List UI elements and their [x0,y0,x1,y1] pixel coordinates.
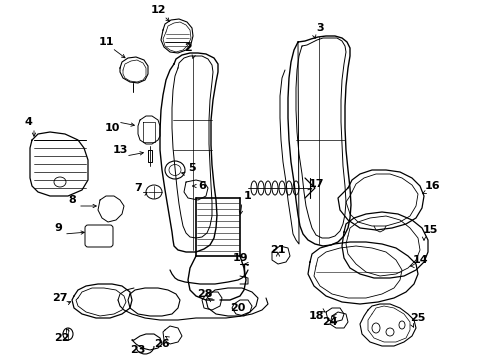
Text: 27: 27 [52,293,68,303]
Text: 23: 23 [130,345,145,355]
Text: 11: 11 [98,37,114,47]
Text: 13: 13 [112,145,127,155]
Text: 20: 20 [230,303,245,313]
Text: 6: 6 [198,181,205,191]
Text: 10: 10 [104,123,120,133]
Text: 16: 16 [423,181,439,191]
Text: 12: 12 [150,5,165,15]
Text: 25: 25 [409,313,425,323]
Text: 22: 22 [54,333,70,343]
Text: 1: 1 [244,191,251,201]
Text: 18: 18 [307,311,323,321]
Text: 2: 2 [184,43,191,53]
Text: 21: 21 [270,245,285,255]
Text: 15: 15 [422,225,437,235]
Text: 26: 26 [154,339,169,349]
Text: 28: 28 [197,289,212,299]
Text: 14: 14 [411,255,427,265]
Text: 17: 17 [307,179,323,189]
Text: 5: 5 [188,163,195,173]
Text: 24: 24 [322,317,337,327]
Text: 7: 7 [134,183,142,193]
Text: 9: 9 [54,223,62,233]
Text: 8: 8 [68,195,76,205]
Text: 19: 19 [232,253,247,263]
Text: 4: 4 [24,117,32,127]
Text: 3: 3 [316,23,323,33]
